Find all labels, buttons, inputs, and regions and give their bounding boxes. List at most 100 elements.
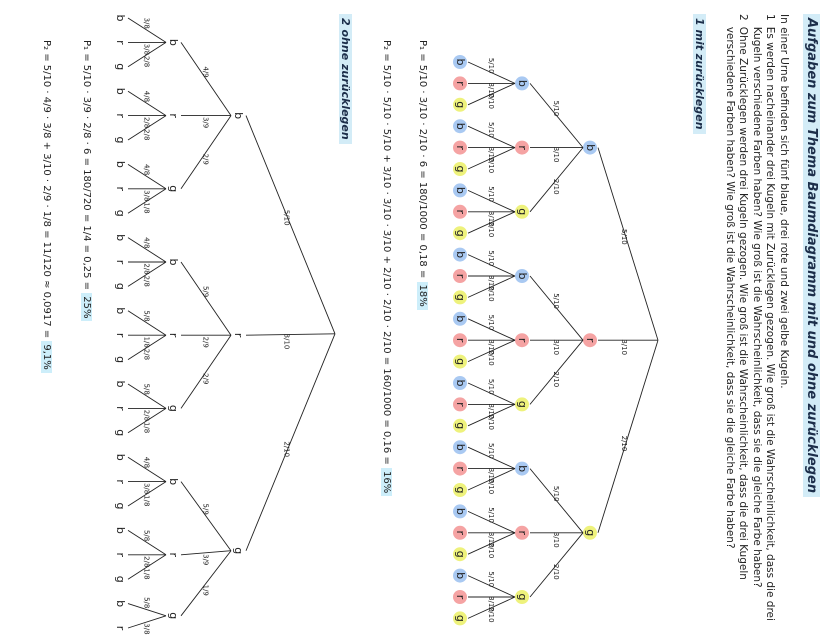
ball — [453, 483, 467, 497]
node-label: b — [516, 273, 529, 280]
node-label: r — [114, 260, 127, 265]
node-label: g — [114, 576, 127, 583]
branch-probability: 2/10 — [487, 543, 495, 559]
node-label: r — [454, 531, 467, 536]
node-label: g — [584, 529, 597, 536]
branch — [127, 481, 167, 507]
branch — [529, 147, 584, 213]
branch-probability: 2/10 — [283, 441, 291, 457]
branch — [180, 481, 232, 551]
ball — [515, 397, 529, 412]
branch-probability: 3/9 — [202, 554, 210, 565]
branch — [529, 532, 584, 598]
branch-probability: 5/8 — [143, 530, 151, 541]
ball — [453, 247, 467, 262]
branch-probability: 5/10 — [487, 58, 495, 74]
node-label: b — [516, 465, 529, 472]
branch — [529, 275, 584, 341]
branch — [127, 164, 167, 190]
branch — [467, 189, 516, 213]
branch-probability: 5/10 — [487, 122, 495, 138]
node-label: b — [454, 315, 467, 322]
node-label: r — [516, 338, 529, 343]
branch-probability: 4/8 — [143, 164, 151, 175]
branch-probability: 2/10 — [487, 286, 495, 302]
node-label: g — [516, 594, 529, 601]
branch-probability: 2/10 — [487, 350, 495, 366]
branch-probability: 2/10 — [487, 414, 495, 430]
branch — [127, 188, 167, 214]
ball — [515, 525, 529, 540]
branch-probability: 2/10 — [487, 478, 495, 494]
ball — [453, 418, 467, 433]
branch-probability: 5/10 — [487, 186, 495, 202]
branch — [127, 115, 167, 141]
node-label: b — [454, 508, 467, 515]
branch-probability: 3/10 — [487, 404, 495, 420]
ball — [453, 590, 467, 604]
node-label: r — [454, 402, 467, 407]
node-label: g — [167, 612, 180, 619]
branch — [127, 90, 167, 116]
branch — [597, 147, 659, 341]
ball — [453, 204, 467, 219]
node-label: b — [114, 88, 127, 95]
branch-probability: 5/10 — [487, 315, 495, 331]
ball — [583, 333, 597, 348]
branch-probability: 3/10 — [487, 596, 495, 612]
branch-probability: 2/10 — [552, 179, 560, 195]
branch-probability: 3/10 — [620, 339, 628, 355]
branch-probability: 2/9 — [202, 337, 210, 348]
branch-probability: 5/10 — [487, 507, 495, 523]
ball — [453, 226, 467, 241]
branch-probability: 1/8 — [143, 495, 151, 506]
branch-probability: 4/8 — [143, 237, 151, 248]
branch — [467, 596, 516, 619]
branch — [529, 339, 584, 405]
branch-probability: 3/8 — [143, 483, 151, 494]
ball — [453, 311, 467, 326]
node-label: g — [114, 210, 127, 217]
ball — [453, 354, 467, 369]
branch-probability: 5/10 — [552, 486, 560, 502]
branch — [467, 254, 516, 277]
ball — [453, 183, 467, 198]
ball — [515, 333, 529, 348]
branch-probability: 5/8 — [143, 310, 151, 321]
branch-probability: 1/9 — [202, 585, 210, 596]
branch-probability: 1/8 — [143, 422, 151, 433]
ball — [453, 55, 467, 69]
ball — [453, 525, 467, 540]
branch — [467, 147, 516, 170]
node-label: b — [454, 123, 467, 130]
branch — [127, 383, 167, 409]
branch-probability: 4/8 — [143, 91, 151, 102]
branch-probability: 3/8 — [143, 18, 151, 29]
branch-probability: 3/10 — [487, 532, 495, 548]
branch-probability: 2/8 — [143, 410, 151, 421]
node-label: g — [454, 230, 467, 237]
node-label: g — [454, 101, 467, 108]
branch-probability: 3/10 — [487, 339, 495, 355]
node-label: b — [114, 307, 127, 314]
branch — [180, 550, 232, 556]
branch-probability: 2/10 — [552, 371, 560, 387]
node-label: b — [114, 454, 127, 461]
node-label: b — [454, 444, 467, 451]
branch — [180, 261, 232, 336]
node-label: b — [114, 600, 127, 607]
branch — [127, 530, 167, 556]
branch-probability: 3/10 — [487, 468, 495, 484]
branch — [127, 408, 167, 434]
node-label: b — [114, 161, 127, 168]
node-label: r — [454, 210, 467, 215]
branch — [467, 575, 516, 598]
branch — [467, 61, 516, 84]
node-label: g — [114, 283, 127, 290]
ball — [453, 376, 467, 390]
node-label: r — [114, 626, 127, 631]
node-label: r — [114, 187, 127, 192]
branch — [127, 603, 167, 617]
node-label: r — [516, 531, 529, 536]
